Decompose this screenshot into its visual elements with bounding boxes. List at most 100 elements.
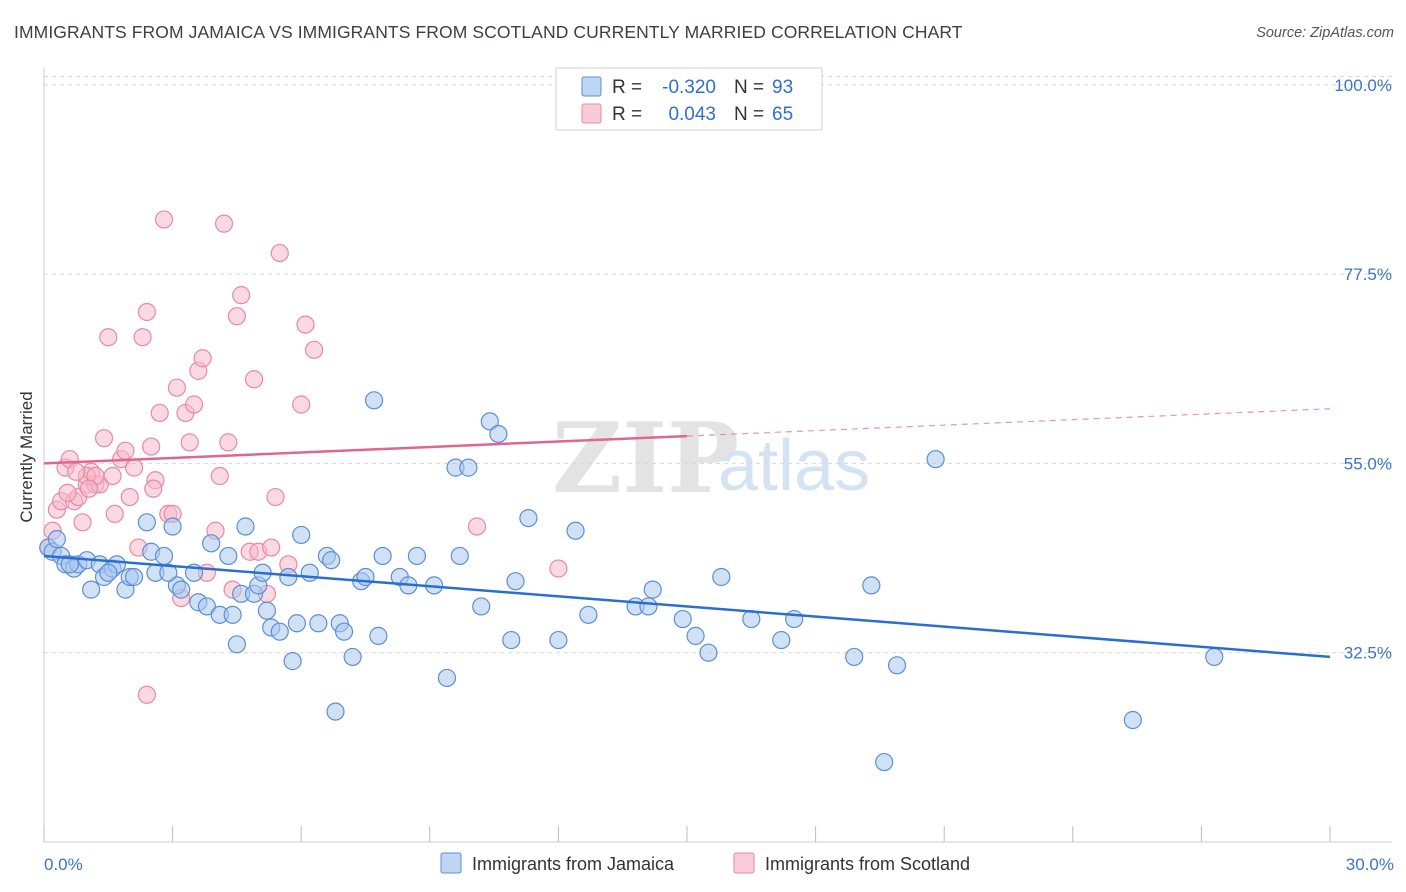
scotland-point (270, 243, 289, 263)
scotland-point (219, 433, 238, 452)
jamaica-point (99, 563, 118, 582)
jamaica-point (502, 630, 521, 650)
jamaica-point (407, 546, 427, 566)
legend-swatch-jamaica (581, 76, 602, 97)
scotland-point (210, 466, 229, 486)
scotland-point (304, 340, 324, 359)
trend-lines (43, 408, 1331, 659)
scotland-point (124, 458, 144, 477)
scotland-point (67, 462, 86, 481)
jamaica-point (926, 450, 945, 469)
scotland-point (232, 286, 251, 305)
scotland-point (137, 685, 156, 704)
jamaica-point (845, 647, 864, 667)
x-tick-label-min: 0.0% (44, 855, 83, 874)
jamaica-point (437, 668, 457, 688)
legend-bottom-swatch-scotland (733, 852, 755, 874)
jamaica-point (369, 626, 388, 645)
jamaica-point (309, 614, 328, 633)
legend-n-label-jamaica: N = (734, 77, 764, 98)
scotland-point (73, 513, 92, 532)
y-tick-label: 77.5% (1344, 265, 1392, 284)
jamaica-point (450, 546, 469, 566)
jamaica-point (785, 609, 804, 629)
scotland-point (184, 395, 204, 414)
jamaica-point (124, 567, 144, 587)
legend-r-label-scotland: R = (612, 104, 642, 125)
jamaica-point (1123, 710, 1142, 730)
scotland-point (116, 441, 135, 460)
tick-labels: 32.5% 55.0% 77.5% 100.0% 0.0% 30.0% (44, 76, 1394, 874)
scotland-point (137, 302, 156, 322)
trend-line-scotland (43, 434, 688, 465)
x-tick-label-max: 30.0% (1346, 855, 1394, 874)
jamaica-point (47, 530, 66, 549)
scotland-point (214, 214, 234, 233)
jamaica-point (334, 622, 354, 641)
legend-bottom-swatch-jamaica (440, 852, 462, 874)
jamaica-point (356, 567, 375, 587)
gridlines (44, 75, 1392, 654)
jamaica-point (343, 647, 362, 667)
scotland-point (142, 437, 161, 456)
scotland-point (94, 429, 114, 448)
legend-n-value-jamaica: 93 (772, 77, 793, 98)
chart-title: IMMIGRANTS FROM JAMAICA VS IMMIGRANTS FR… (14, 22, 963, 42)
legend-bottom-label-jamaica: Immigrants from Jamaica (472, 854, 675, 874)
scotland-point (133, 328, 152, 347)
scotland-point (467, 517, 487, 536)
legend-n-label-scotland: N = (734, 104, 764, 125)
legend-r-value-scotland: 0.043 (668, 104, 716, 125)
jamaica-point (549, 630, 568, 650)
legend-r-label-jamaica: R = (612, 77, 642, 98)
jamaica-point (172, 580, 191, 599)
jamaica-point (887, 656, 907, 675)
jamaica-point (202, 534, 221, 553)
scotland-point (103, 466, 122, 486)
jamaica-point (875, 752, 894, 772)
jamaica-point (579, 605, 598, 624)
scotland-point (180, 433, 199, 452)
legend-top: R = -0.320 N = 93 R = 0.043 N = 65 (555, 67, 823, 131)
axes (43, 68, 1392, 843)
chart-source: Source: ZipAtlas.com (1256, 25, 1394, 41)
jamaica-point (699, 643, 718, 662)
y-tick-label: 55.0% (1344, 454, 1392, 473)
jamaica-point (270, 622, 289, 641)
jamaica-point (223, 605, 242, 624)
jamaica-point (60, 555, 79, 574)
watermark-zip: ZIP (552, 402, 739, 515)
jamaica-point (326, 702, 345, 721)
jamaica-point (862, 576, 881, 595)
jamaica-point (506, 572, 525, 591)
jamaica-point (300, 563, 319, 582)
scotland-point (296, 315, 315, 334)
legend-bottom: Immigrants from Jamaica Immigrants from … (440, 852, 970, 874)
jamaica-point (480, 412, 499, 431)
scotland-point (227, 307, 246, 326)
scotland-point (99, 328, 118, 347)
jamaica-point (236, 517, 255, 536)
scotland-point (150, 403, 169, 423)
scotland-point (266, 487, 285, 507)
jamaica-point (163, 517, 182, 536)
jamaica-point (686, 626, 705, 645)
jamaica-point (364, 391, 384, 410)
jamaica-point (137, 513, 156, 532)
scotland-point (144, 479, 163, 498)
jamaica-point (159, 563, 178, 582)
scotland-point (262, 538, 281, 557)
y-tick-label: 32.5% (1344, 644, 1392, 663)
jamaica-point (154, 546, 174, 566)
jamaica-point (459, 458, 478, 477)
jamaica-point (643, 580, 662, 599)
scotland-point (244, 370, 264, 389)
scotland-point (549, 559, 568, 578)
jamaica-point (227, 635, 246, 654)
legend-r-value-jamaica: -0.320 (662, 77, 716, 98)
jamaica-point (279, 567, 298, 587)
scotland-point (105, 504, 124, 523)
trend-line-jamaica (43, 554, 1331, 659)
jamaica-point (772, 630, 791, 650)
